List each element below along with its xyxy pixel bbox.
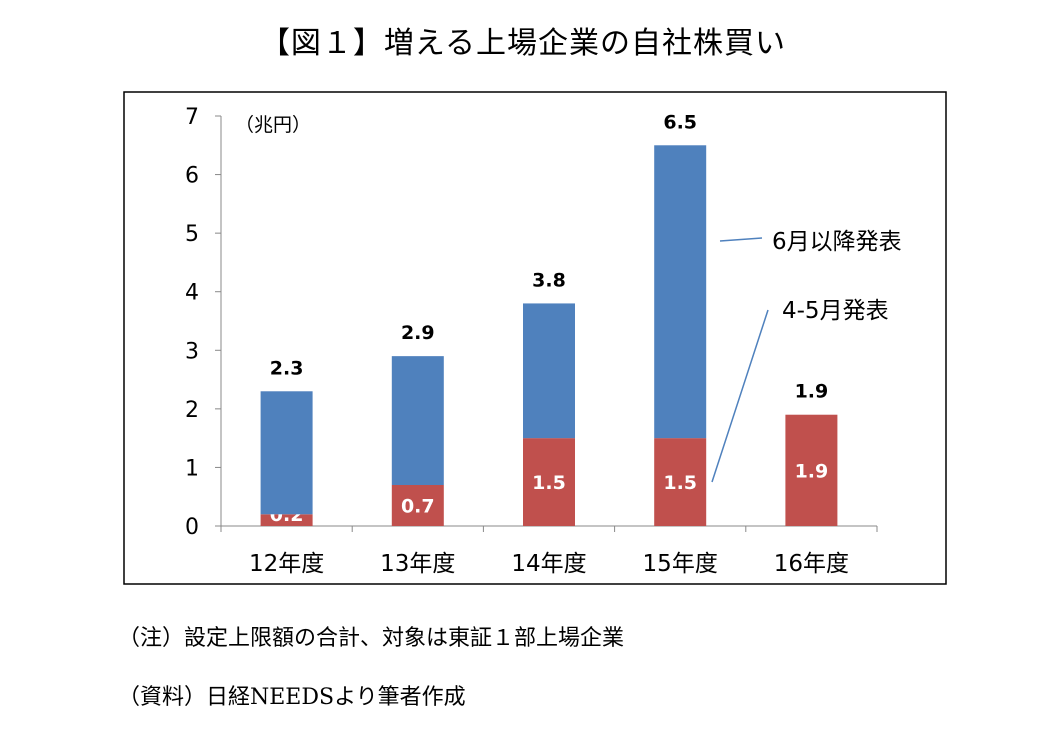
bar-segment [260,514,313,526]
bar-segment [785,414,838,526]
legend-callout-line-45gatsu [711,309,769,483]
data-label: 0.7 [401,496,435,518]
unit-label: （兆円） [235,114,311,136]
bar-segment [391,356,444,485]
y-tick-label: 2 [185,398,199,423]
data-label: 1.9 [795,460,829,482]
legend-label-6gatsu: 6月以降発表 [772,229,902,255]
y-tick-label: 7 [185,105,199,130]
footnote-source: （資料）日経NEEDSより筆者作成 [118,685,466,710]
chart-title: 【図１】増える上場企業の自社株買い [259,26,787,61]
total-label: 3.8 [532,269,566,291]
legend-label-45gatsu: 4-5月発表 [782,298,889,324]
x-tick-label: 12年度 [249,551,324,577]
total-label: 2.9 [401,322,435,344]
y-tick-label: 1 [185,456,199,481]
plot-frame [123,91,947,585]
footnote-note: （注）設定上限額の合計、対象は東証１部上場企業 [118,626,625,651]
bar-segment [654,438,707,526]
total-label: 6.5 [663,111,697,133]
x-tick-label: 13年度 [380,551,455,577]
y-tick-label: 5 [185,222,199,247]
y-tick-label: 4 [185,281,199,306]
x-tick-label: 15年度 [643,551,718,577]
data-label: 1.5 [663,472,697,494]
total-label: 2.3 [270,357,304,379]
bar-segment [391,485,444,526]
y-tick-label: 0 [185,515,199,540]
bar-segment [523,303,575,439]
data-label: 1.5 [532,472,566,494]
bar-segment [654,145,707,439]
x-tick-label: 14年度 [511,551,586,577]
y-tick-label: 6 [185,164,199,189]
bar-segment [523,438,575,526]
x-tick-label: 16年度 [774,551,849,577]
legend-callout-line-6gatsu [719,237,763,242]
bar-segment [260,391,313,515]
y-tick-label: 3 [185,339,199,364]
total-label: 1.9 [795,381,829,403]
